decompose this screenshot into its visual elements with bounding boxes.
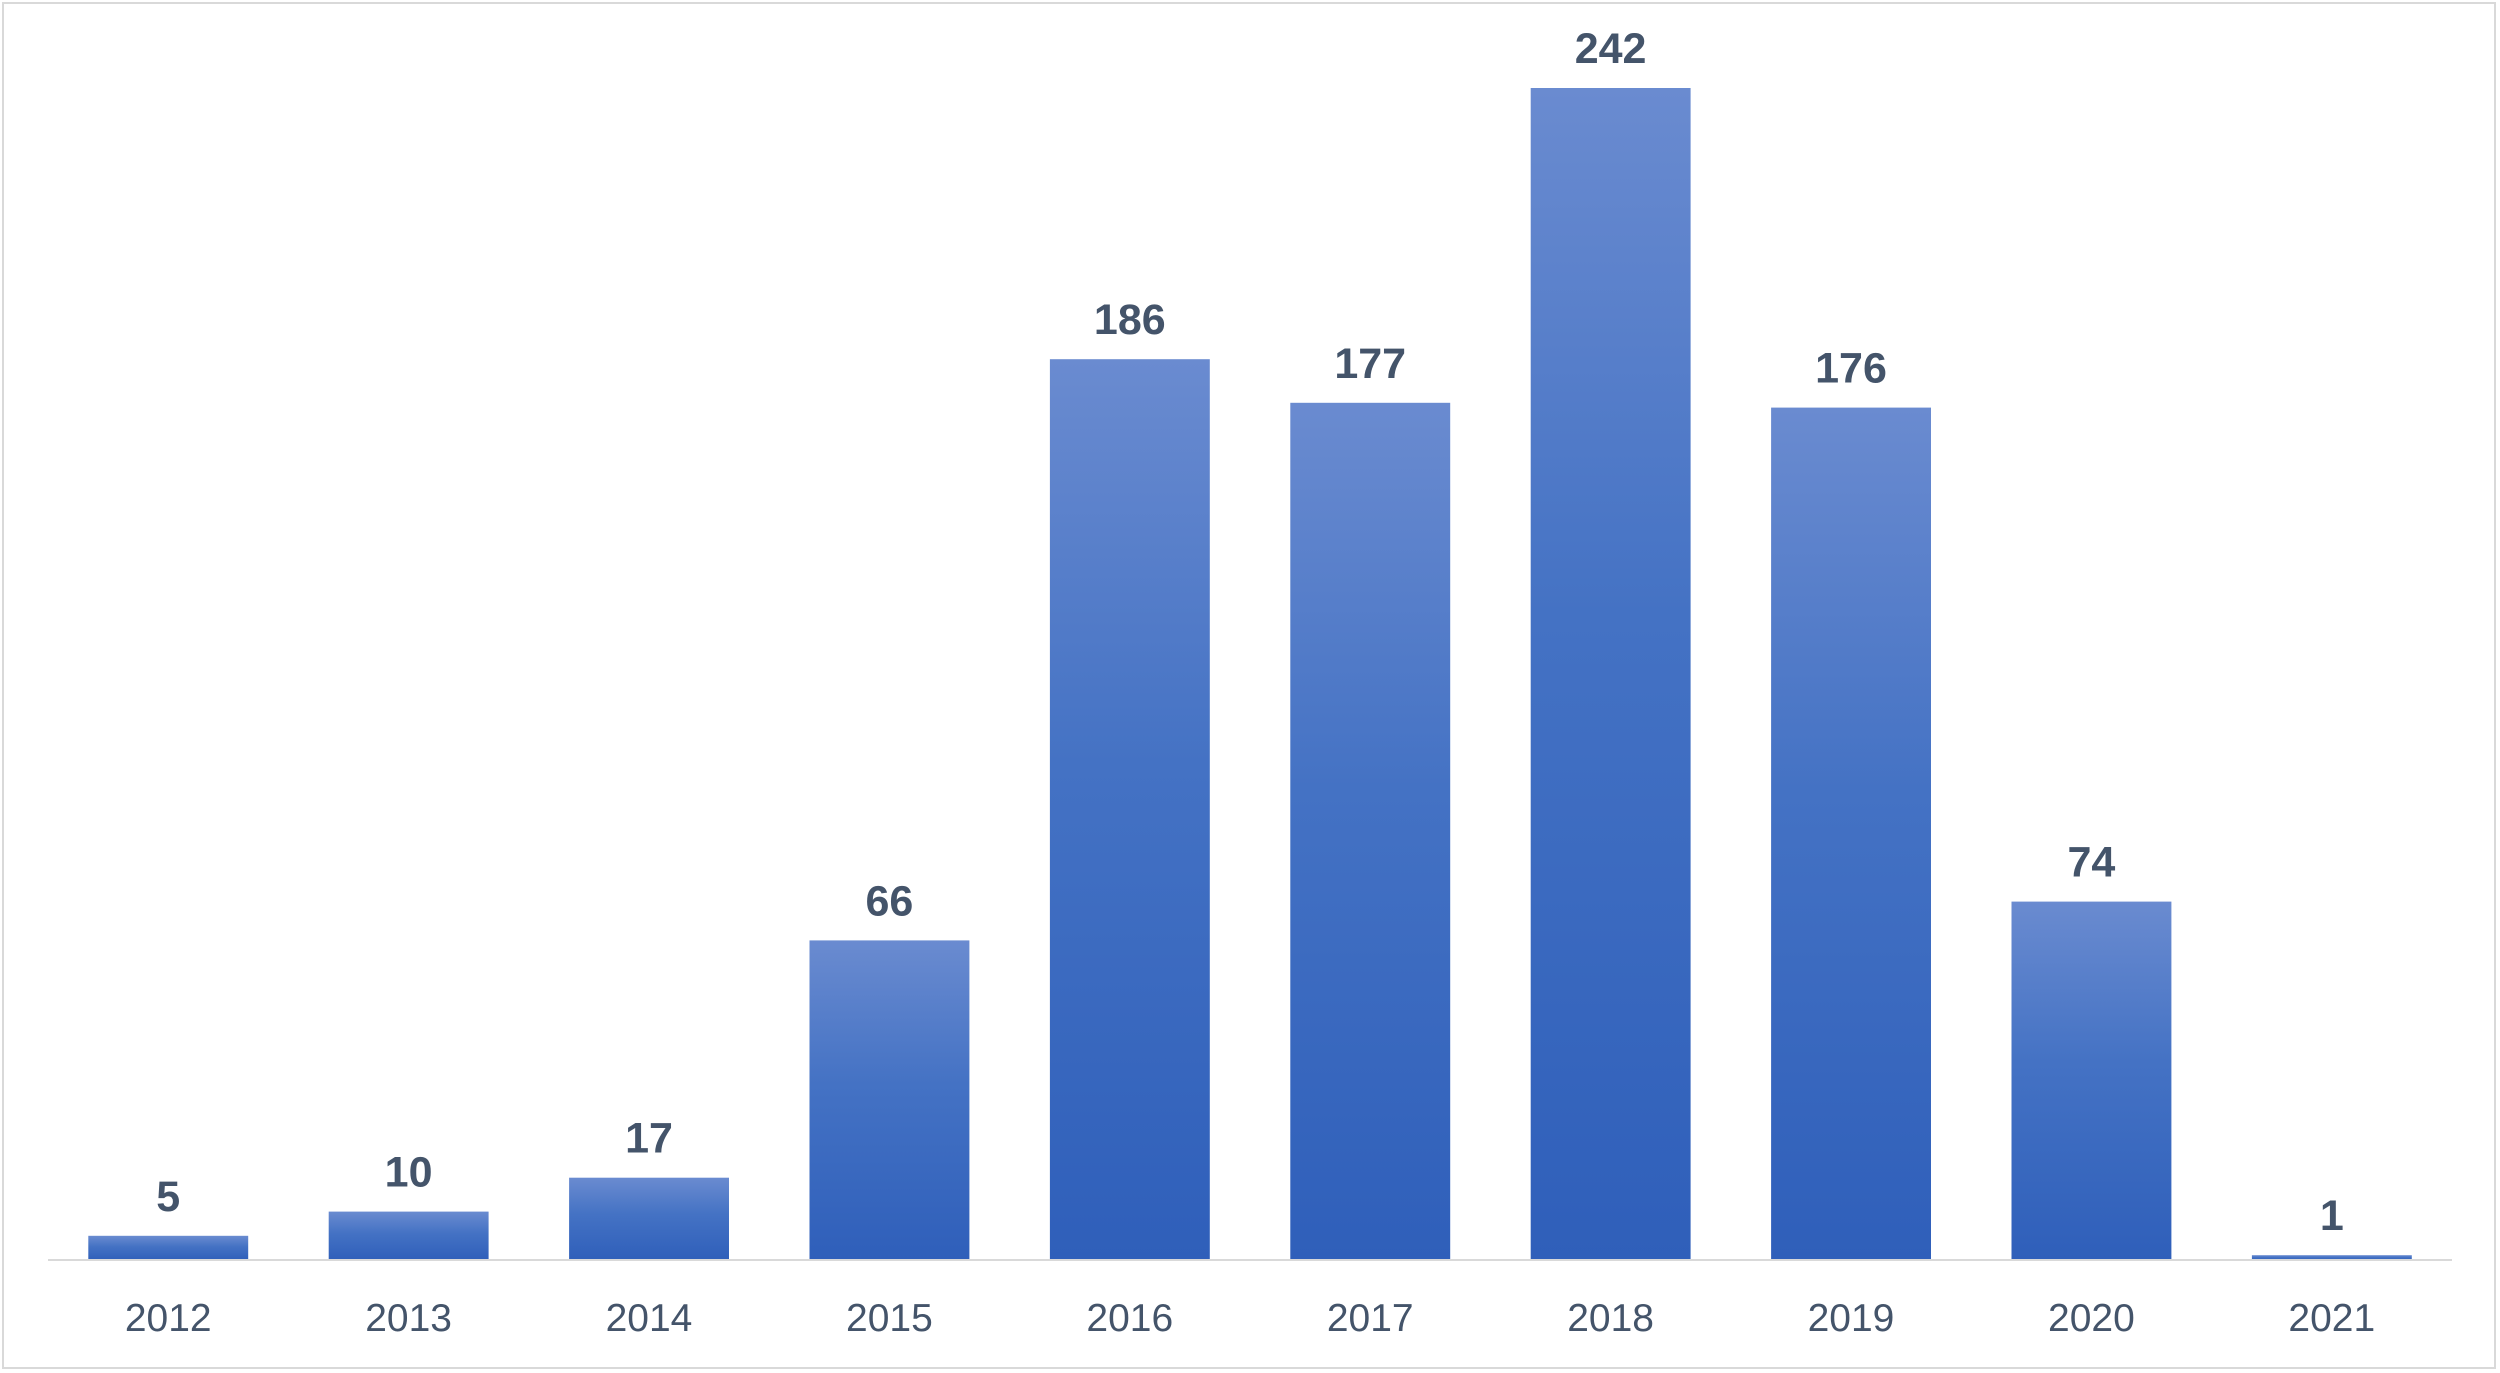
- bar-2018: [1530, 88, 1691, 1260]
- x-tick-label-2014: 2014: [606, 1297, 693, 1340]
- x-tick-label-2020: 2020: [2048, 1297, 2135, 1340]
- bars-layer: [88, 88, 2412, 1261]
- data-label-2017: 177: [1334, 340, 1406, 388]
- x-tick-labels-layer: 2012 2013 2014 2015 2016 2017 2018 2019 2020 2021: [125, 1297, 2375, 1340]
- data-label-2020: 74: [2067, 839, 2115, 887]
- data-label-2016: 186: [1094, 296, 1166, 344]
- x-tick-label-2015: 2015: [846, 1297, 933, 1340]
- data-label-2012: 5: [156, 1173, 180, 1221]
- data-label-2013: 10: [385, 1149, 433, 1197]
- data-label-2018: 242: [1575, 25, 1647, 73]
- x-tick-label-2017: 2017: [1327, 1297, 1414, 1340]
- bar-2020: [2011, 901, 2172, 1260]
- x-tick-label-2018: 2018: [1567, 1297, 1654, 1340]
- bar-2015: [809, 940, 970, 1260]
- bar-2014: [569, 1177, 729, 1260]
- x-tick-label-2013: 2013: [365, 1297, 452, 1340]
- data-label-2015: 66: [865, 877, 913, 925]
- bar-2021: [2251, 1255, 2412, 1260]
- data-labels-layer: 5 10 17 66 186 177 242 176 74 1: [156, 25, 2344, 1240]
- x-tick-label-2012: 2012: [125, 1297, 212, 1340]
- bar-2013: [328, 1211, 489, 1260]
- bar-2019: [1771, 407, 1931, 1261]
- x-tick-label-2016: 2016: [1086, 1297, 1173, 1340]
- data-label-2014: 17: [625, 1115, 673, 1163]
- data-label-2021: 1: [2320, 1192, 2344, 1240]
- data-label-2019: 176: [1815, 345, 1887, 393]
- bar-2017: [1290, 402, 1451, 1260]
- bar-2016: [1049, 359, 1210, 1260]
- x-tick-label-2019: 2019: [1808, 1297, 1895, 1340]
- x-tick-label-2021: 2021: [2288, 1297, 2375, 1340]
- bar-2012: [88, 1235, 249, 1260]
